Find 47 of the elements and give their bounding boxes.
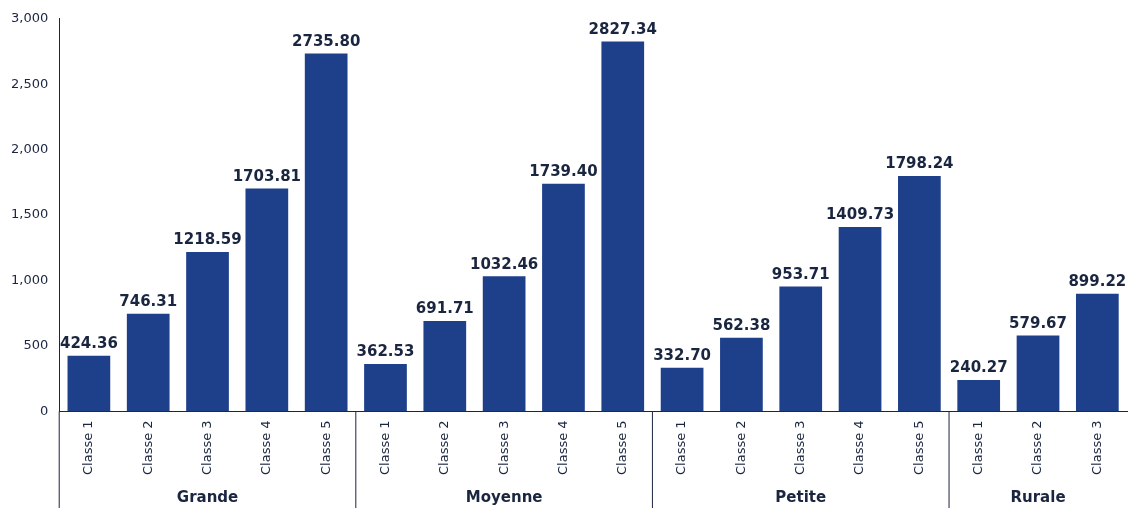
data-label: 240.27 [949, 358, 1008, 377]
x-tick-label: Classe 2 [732, 420, 748, 476]
data-label: 2735.80 [292, 31, 361, 50]
data-label: 579.67 [1009, 313, 1067, 332]
y-tick-label: 3,000 [11, 10, 49, 26]
x-tick-label: Classe 2 [139, 420, 155, 476]
x-tick-label: Classe 4 [554, 420, 570, 476]
x-tick-label: Classe 3 [495, 420, 511, 476]
text: Petite [775, 488, 827, 507]
data-label: 1032.46 [469, 254, 539, 273]
y-tick-label: 500 [23, 337, 49, 353]
x-tick-label: Classe 3 [1088, 420, 1104, 476]
x-tick-label: Classe 4 [851, 420, 867, 476]
data-label: 1739.40 [529, 162, 598, 181]
data-label: 424.36 [59, 334, 118, 353]
data-label: 1703.81 [232, 166, 301, 185]
x-tick-label: Classe 1 [970, 420, 986, 476]
x-tick-label: Classe 1 [376, 420, 392, 476]
data-label: 362.53 [356, 342, 415, 361]
data-label: 1798.24 [885, 154, 954, 173]
y-tick-label: 1,000 [11, 271, 49, 287]
data-label: 1409.73 [825, 205, 895, 224]
x-tick-label: Classe 3 [792, 420, 808, 476]
data-label: 332.70 [653, 346, 712, 365]
y-tick-label: 0 [39, 402, 49, 418]
x-tick-label: Classe 5 [614, 420, 630, 476]
y-tick-label: 2,000 [11, 141, 49, 157]
x-tick-label: Classe 1 [673, 420, 689, 476]
x-tick-label: Classe 4 [258, 420, 274, 476]
text: Grande [176, 488, 239, 507]
x-tick-label: Classe 5 [317, 420, 333, 476]
y-tick-label: 1,500 [11, 206, 49, 222]
data-label: 953.71 [771, 264, 830, 283]
data-label: 746.31 [119, 292, 178, 311]
x-tick-label: Classe 2 [1029, 420, 1045, 476]
data-label: 691.71 [415, 299, 474, 318]
x-tick-label: Classe 2 [436, 420, 452, 476]
text: Moyenne [465, 488, 543, 507]
data-label: 562.38 [712, 316, 771, 335]
data-label: 1218.59 [173, 230, 242, 249]
text: Rurale [1010, 488, 1066, 507]
x-tick-label: Classe 1 [80, 420, 96, 476]
x-tick-label: Classe 3 [198, 420, 214, 476]
data-label: 899.22 [1068, 272, 1127, 291]
data-label: 2827.34 [588, 19, 657, 38]
x-tick-label: Classe 5 [910, 420, 926, 476]
y-tick-label: 2,500 [11, 75, 49, 91]
